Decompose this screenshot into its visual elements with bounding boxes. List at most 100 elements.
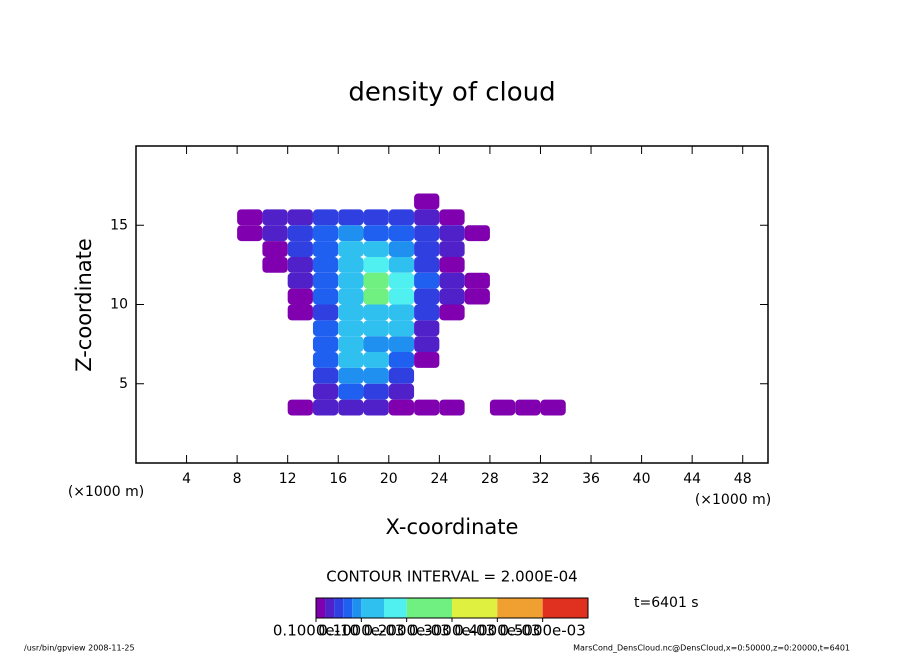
cell xyxy=(312,225,339,242)
cell xyxy=(388,241,415,257)
cell xyxy=(287,399,313,416)
cell xyxy=(338,272,364,289)
cell xyxy=(363,352,389,368)
cell xyxy=(363,288,389,305)
x-tick-label: 28 xyxy=(481,471,499,487)
cell xyxy=(363,304,389,321)
colorbar-tick-label: 0.1000e-10 xyxy=(273,622,359,640)
cell xyxy=(388,352,415,368)
cell xyxy=(312,320,339,337)
cell xyxy=(363,320,389,337)
cell xyxy=(439,288,465,305)
time-label: t=6401 s xyxy=(634,595,699,611)
cell xyxy=(388,288,415,305)
cell xyxy=(287,225,313,242)
cell xyxy=(464,225,490,242)
cell xyxy=(287,272,313,289)
x-tick-label: 4 xyxy=(182,471,191,487)
cell xyxy=(414,320,440,337)
x-tick-label: 36 xyxy=(582,471,600,487)
cell xyxy=(338,209,364,226)
cell xyxy=(464,288,490,305)
cell xyxy=(363,383,389,400)
cell xyxy=(388,256,415,273)
colorbar-segment xyxy=(406,598,452,618)
cell xyxy=(287,256,313,273)
y-tick-label: 15 xyxy=(110,217,128,233)
cell xyxy=(338,352,364,368)
cell xyxy=(338,288,364,305)
colorbar-tick-label: 0.3000e-03 xyxy=(409,622,495,640)
colorbar-segment xyxy=(497,598,543,618)
cell xyxy=(338,367,364,384)
cell xyxy=(363,225,389,242)
cell xyxy=(414,256,440,273)
cell xyxy=(363,256,389,273)
cell xyxy=(388,367,415,384)
field xyxy=(237,193,566,416)
cell xyxy=(312,209,339,226)
cell xyxy=(338,383,364,400)
colorbar-segment xyxy=(316,598,326,618)
x-tick-label: 8 xyxy=(233,471,242,487)
colorbar-segment xyxy=(542,598,588,618)
cell xyxy=(414,272,440,289)
cell xyxy=(363,209,389,226)
cell xyxy=(338,225,364,242)
cell xyxy=(262,256,288,273)
cell xyxy=(363,241,389,257)
colorbar-segment xyxy=(334,598,344,618)
cell xyxy=(237,225,263,242)
x-tick-label: 20 xyxy=(380,471,398,487)
cell xyxy=(414,352,440,368)
cell xyxy=(312,367,339,384)
cell xyxy=(287,288,313,305)
y-unit: (×1000 m) xyxy=(68,484,144,500)
cell xyxy=(338,320,364,337)
cell xyxy=(262,241,288,257)
cell xyxy=(540,399,566,416)
y-tick-label: 10 xyxy=(110,297,128,313)
cell xyxy=(287,304,313,321)
cell xyxy=(237,209,263,226)
cell xyxy=(414,288,440,305)
colorbar-tick-label: 0.1000e-03 xyxy=(318,622,404,640)
x-tick-label: 40 xyxy=(633,471,651,487)
cell xyxy=(388,320,415,337)
cell xyxy=(414,193,440,210)
colorbar-tick-label: 0.5000e-03 xyxy=(500,622,586,640)
cell xyxy=(312,256,339,273)
cell xyxy=(287,241,313,257)
cell xyxy=(414,304,440,321)
cell xyxy=(414,225,440,242)
colorbar-segment xyxy=(325,598,335,618)
cell xyxy=(312,352,339,368)
colorbar-segment xyxy=(343,598,353,618)
cell xyxy=(439,241,465,257)
x-tick-label: 32 xyxy=(532,471,550,487)
cell xyxy=(287,209,313,226)
x-axis-label: X-coordinate xyxy=(386,515,519,539)
y-axis-label: Z-coordinate xyxy=(72,238,96,372)
contour-interval: CONTOUR INTERVAL = 2.000E-04 xyxy=(326,568,577,586)
cell xyxy=(414,399,440,416)
colorbar-segment xyxy=(384,598,407,618)
colorbar-segment xyxy=(352,598,362,618)
cell xyxy=(338,336,364,353)
cell xyxy=(439,304,465,321)
cell xyxy=(414,209,440,226)
cell xyxy=(388,383,415,400)
cell xyxy=(439,272,465,289)
cell xyxy=(338,399,364,416)
colorbar-tick-label: 0.2000e-03 xyxy=(364,622,450,640)
cell xyxy=(439,399,465,416)
cell xyxy=(388,304,415,321)
cell xyxy=(262,225,288,242)
x-tick-label: 12 xyxy=(279,471,297,487)
x-unit: (×1000 m) xyxy=(695,492,771,508)
colorbar-segment xyxy=(452,598,498,618)
cell xyxy=(338,304,364,321)
x-tick-label: 48 xyxy=(734,471,752,487)
cell xyxy=(312,304,339,321)
